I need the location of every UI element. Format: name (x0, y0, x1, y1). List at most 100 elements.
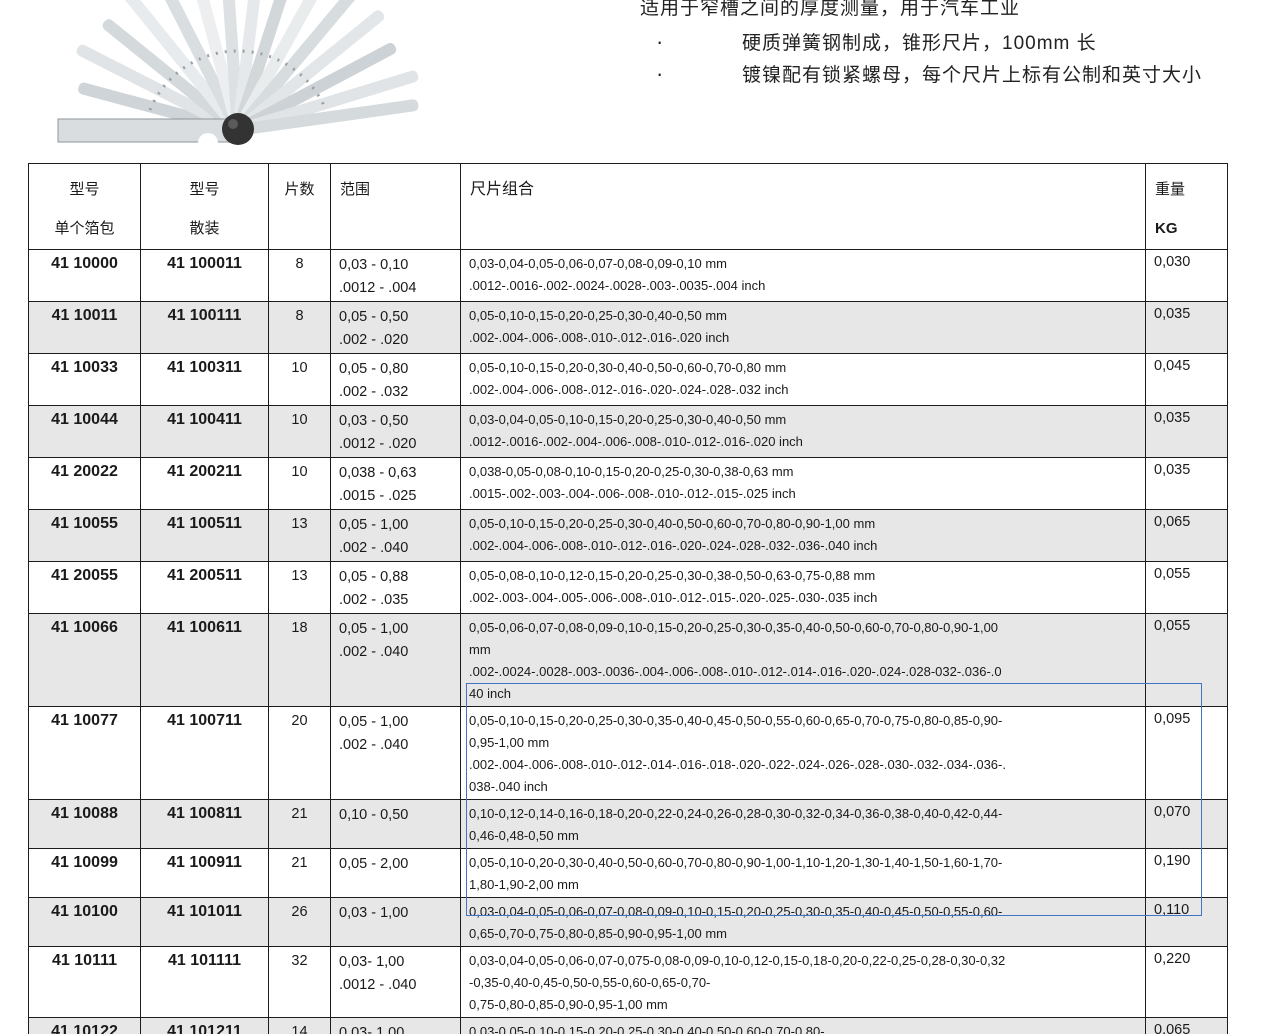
range-cell: 0,05 - 0,88 .002 - .035 (330, 561, 461, 614)
combo-cell: 0,05-0,10-0,15-0,20-0,25-0,30-0,40-0,50 … (460, 301, 1146, 354)
header-model-pack: 型号 单个箔包 (28, 163, 141, 250)
model-bulk-cell: 41 100011 (140, 249, 269, 302)
blade-count-cell: 21 (268, 799, 331, 849)
model-pack-cell: 41 10011 (28, 301, 141, 354)
model-pack-cell: 41 10077 (28, 706, 141, 800)
blade-count-cell: 13 (268, 509, 331, 562)
model-pack-cell: 41 10033 (28, 353, 141, 406)
table-row: 41 10055 41 100511 13 0,05 - 1,00 .002 -… (28, 509, 1228, 562)
model-pack-cell: 41 10044 (28, 405, 141, 458)
model-bulk-cell: 41 100311 (140, 353, 269, 406)
table-row: 41 10100 41 101011 26 0,03 - 1,00 0,03-0… (28, 897, 1228, 947)
handle-notch (198, 133, 218, 148)
header-text: 散装 (189, 220, 220, 237)
combo-cell: 0,05-0,10-0,15-0,20-0,25-0,30-0,40-0,50-… (460, 509, 1146, 562)
table-row: 41 10066 41 100611 18 0,05 - 1,00 .002 -… (28, 613, 1228, 707)
blade-count-cell: 18 (268, 613, 331, 707)
range-cell: 0,03 - 0,10 .0012 - .004 (330, 249, 461, 302)
blade-fan (76, 0, 419, 136)
weight-cell: 0,110 (1145, 897, 1228, 947)
combo-cell: 0,03-0,04-0,05-0,10-0,15-0,20-0,25-0,30-… (460, 405, 1146, 458)
blade-count-cell: 10 (268, 353, 331, 406)
combo-cell: 0,05-0,08-0,10-0,12-0,15-0,20-0,25-0,30-… (460, 561, 1146, 614)
weight-cell: 0,065 (1145, 509, 1228, 562)
weight-cell: 0,055 (1145, 561, 1228, 614)
range-cell: 0,05 - 1,00 .002 - .040 (330, 613, 461, 707)
header-text: 单个箔包 (54, 220, 115, 237)
table-row: 41 10000 41 100011 8 0,03 - 0,10 .0012 -… (28, 249, 1228, 302)
table-row: 41 10111 41 101111 32 0,03- 1,00 .0012 -… (28, 946, 1228, 1018)
bullet-dot: · (656, 29, 665, 54)
table-body: 41 10000 41 100011 8 0,03 - 0,10 .0012 -… (28, 249, 1228, 1034)
model-pack-cell: 41 10088 (28, 799, 141, 849)
range-cell: 0,03- 1,00 (330, 1017, 461, 1034)
combo-cell: 0,03-0,04-0,05-0,06-0,07-0,08-0,09-0,10-… (460, 897, 1146, 947)
blade-count-cell: 10 (268, 405, 331, 458)
header-model-bulk: 型号 散装 (140, 163, 269, 250)
spec-table: 型号 单个箔包 型号 散装 片数 范围 尺片组合 重量 KG 41 10000 … (28, 163, 1228, 1034)
weight-cell: 0,095 (1145, 706, 1228, 800)
header-text: 型号 (69, 181, 100, 198)
combo-cell: 0,03-0,05-0,10-0,15-0,20-0,25-0,30-0,40-… (460, 1017, 1146, 1034)
range-cell: 0,03 - 0,50 .0012 - .020 (330, 405, 461, 458)
model-bulk-cell: 41 100711 (140, 706, 269, 800)
bullet-text: 镀镍配有锁紧螺母，每个尺片上标有公制和英寸大小 (742, 65, 1203, 86)
model-bulk-cell: 41 100511 (140, 509, 269, 562)
model-bulk-cell: 41 100611 (140, 613, 269, 707)
blade-count-cell: 8 (268, 249, 331, 302)
range-cell: 0,03- 1,00 .0012 - .040 (330, 946, 461, 1018)
table-row: 41 10011 41 100111 8 0,05 - 0,50 .002 - … (28, 301, 1228, 354)
blade-count-cell: 20 (268, 706, 331, 800)
blade-count-cell: 21 (268, 848, 331, 898)
range-cell: 0,03 - 1,00 (330, 897, 461, 947)
weight-cell: 0,030 (1145, 249, 1228, 302)
lock-knob (222, 113, 254, 145)
header-blade-count: 片数 (268, 163, 331, 250)
combo-cell: 0,05-0,10-0,20-0,30-0,40-0,50-0,60-0,70-… (460, 848, 1146, 898)
header-combo: 尺片组合 (460, 163, 1146, 250)
model-bulk-cell: 41 101211 (140, 1017, 269, 1034)
model-pack-cell: 41 10111 (28, 946, 141, 1018)
weight-cell: 0,065 (1145, 1017, 1228, 1034)
model-bulk-cell: 41 101011 (140, 897, 269, 947)
range-cell: 0,05 - 0,50 .002 - .020 (330, 301, 461, 354)
combo-cell: 0,05-0,10-0,15-0,20-0,25-0,30-0,35-0,40-… (460, 706, 1146, 800)
combo-cell: 0,038-0,05-0,08-0,10-0,15-0,20-0,25-0,30… (460, 457, 1146, 510)
model-pack-cell: 41 20055 (28, 561, 141, 614)
weight-cell: 0,035 (1145, 405, 1228, 458)
weight-cell: 0,035 (1145, 457, 1228, 510)
blade-count-cell: 13 (268, 561, 331, 614)
range-cell: 0,05 - 1,00 .002 - .040 (330, 706, 461, 800)
blade-count-cell: 10 (268, 457, 331, 510)
model-bulk-cell: 41 100111 (140, 301, 269, 354)
weight-cell: 0,035 (1145, 301, 1228, 354)
model-pack-cell: 41 10066 (28, 613, 141, 707)
bullet-dot: · (656, 61, 665, 86)
header-range: 范围 (330, 163, 461, 250)
combo-cell: 0,05-0,06-0,07-0,08-0,09-0,10-0,15-0,20-… (460, 613, 1146, 707)
model-bulk-cell: 41 101111 (140, 946, 269, 1018)
combo-cell: 0,10-0,12-0,14-0,16-0,18-0,20-0,22-0,24-… (460, 799, 1146, 849)
model-pack-cell: 41 10122 (28, 1017, 141, 1034)
model-bulk-cell: 41 100911 (140, 848, 269, 898)
blade-count-cell: 26 (268, 897, 331, 947)
model-bulk-cell: 41 200211 (140, 457, 269, 510)
table-header: 型号 单个箔包 型号 散装 片数 范围 尺片组合 重量 KG (28, 163, 1228, 250)
table-row: 41 20055 41 200511 13 0,05 - 0,88 .002 -… (28, 561, 1228, 614)
model-pack-cell: 41 10055 (28, 509, 141, 562)
weight-cell: 0,220 (1145, 946, 1228, 1018)
weight-cell: 0,055 (1145, 613, 1228, 707)
range-cell: 0,038 - 0,63 .0015 - .025 (330, 457, 461, 510)
header-text: KG (1155, 220, 1178, 237)
weight-cell: 0,045 (1145, 353, 1228, 406)
blade-markings (148, 49, 327, 111)
combo-cell: 0,05-0,10-0,15-0,20-0,30-0,40-0,50-0,60-… (460, 353, 1146, 406)
feeler-gauge-photo (57, 0, 419, 148)
range-cell: 0,10 - 0,50 (330, 799, 461, 849)
model-bulk-cell: 41 200511 (140, 561, 269, 614)
blade-count-cell: 32 (268, 946, 331, 1018)
model-pack-cell: 41 10100 (28, 897, 141, 947)
table-row: 41 10077 41 100711 20 0,05 - 1,00 .002 -… (28, 706, 1228, 800)
bullet-text: 硬质弹簧钢制成，锥形尺片，100mm 长 (742, 33, 1097, 54)
table-row: 41 10122 41 101211 14 0,03- 1,00 0,03-0,… (28, 1017, 1228, 1034)
